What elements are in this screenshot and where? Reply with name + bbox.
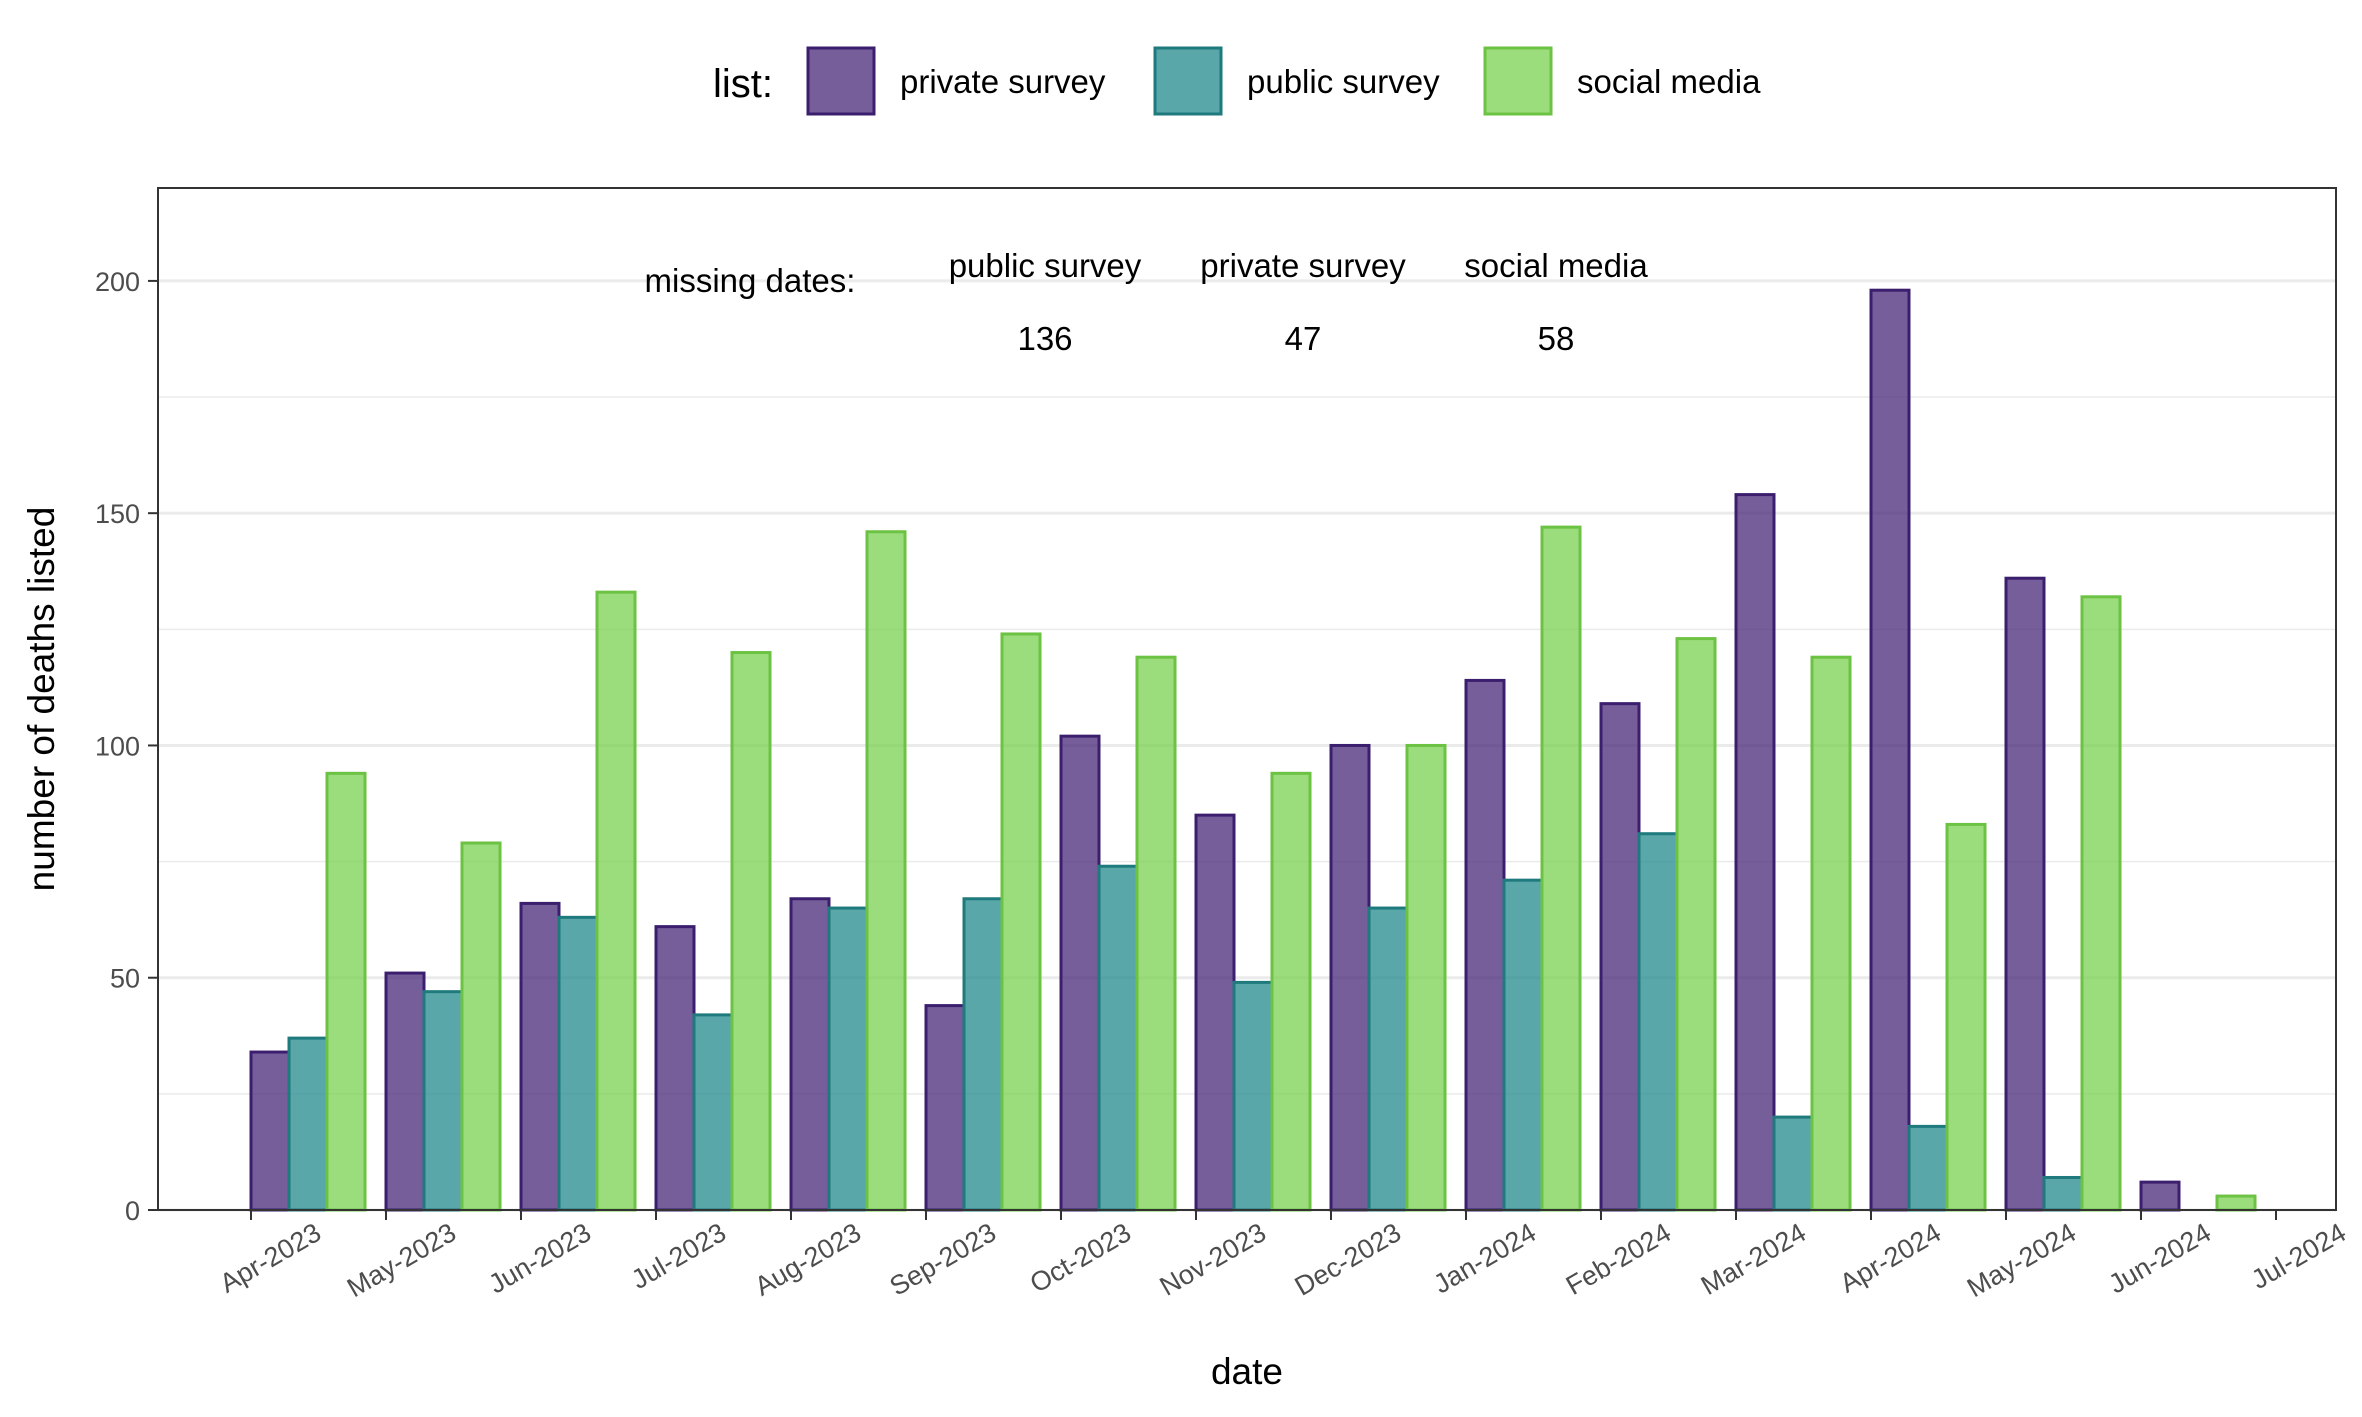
- bar-social-media-May-2023: [460, 841, 502, 1212]
- panel-border: [157, 187, 2337, 1211]
- bar-private-survey-Jan-2024: [1464, 678, 1506, 1212]
- bar-private-survey-Jun-2024: [2139, 1180, 2181, 1212]
- y-tick-label: 0: [125, 1196, 140, 1226]
- bar-social-media-Dec-2023: [1405, 743, 1447, 1212]
- bar-public-survey-May-2023: [422, 990, 464, 1212]
- bar-public-survey-Aug-2023: [827, 906, 869, 1212]
- bar-private-survey-Feb-2024: [1599, 702, 1641, 1212]
- bar-social-media-Nov-2023: [1270, 771, 1312, 1212]
- x-axis-title: date: [1211, 1351, 1283, 1392]
- bar-public-survey-Oct-2023: [1097, 864, 1139, 1212]
- missing-dates-label: missing dates:: [645, 262, 856, 299]
- legend-swatch-public-survey: [1153, 46, 1223, 116]
- legend-swatch-social-media: [1483, 46, 1553, 116]
- bar-public-survey-Mar-2024: [1772, 1115, 1814, 1212]
- bar-public-survey-Nov-2023: [1232, 980, 1274, 1212]
- legend-label-public-survey: public survey: [1247, 63, 1440, 100]
- bar-public-survey-Jan-2024: [1502, 878, 1544, 1212]
- missing-public-survey-name: public survey: [949, 247, 1142, 284]
- bar-public-survey-Dec-2023: [1367, 906, 1409, 1212]
- legend: list: private survey public survey socia…: [713, 46, 1761, 116]
- legend-label-social-media: social media: [1577, 63, 1761, 100]
- bar-private-survey-Sep-2023: [924, 1004, 966, 1212]
- missing-social-media-name: social media: [1464, 247, 1648, 284]
- y-tick-label: 100: [95, 731, 140, 761]
- bar-private-survey-Apr-2023: [249, 1050, 291, 1212]
- legend-item-social-media: social media: [1483, 46, 1761, 116]
- bar-private-survey-Dec-2023: [1329, 743, 1371, 1212]
- bar-social-media-Apr-2024: [1945, 822, 1987, 1212]
- missing-private-survey-value: 47: [1285, 320, 1322, 357]
- legend-title: list:: [713, 62, 773, 106]
- bar-private-survey-Oct-2023: [1059, 734, 1101, 1212]
- y-tick-label: 50: [110, 964, 140, 994]
- bar-private-survey-Jul-2023: [654, 925, 696, 1212]
- bar-public-survey-Sep-2023: [962, 897, 1004, 1212]
- bar-public-survey-Jul-2023: [692, 1013, 734, 1212]
- bar-private-survey-May-2023: [384, 971, 426, 1212]
- legend-label-private-survey: private survey: [900, 63, 1106, 100]
- bar-social-media-Jun-2023: [595, 590, 637, 1212]
- bar-private-survey-Mar-2024: [1734, 493, 1776, 1212]
- bar-social-media-Mar-2024: [1810, 655, 1852, 1212]
- bar-private-survey-Jun-2023: [519, 901, 561, 1212]
- legend-item-private-survey: private survey: [806, 46, 1106, 116]
- bar-social-media-Jan-2024: [1540, 525, 1582, 1212]
- bar-social-media-Sep-2023: [1000, 632, 1042, 1212]
- bar-social-media-Jun-2024: [2215, 1194, 2257, 1212]
- y-axis-title: number of deaths listed: [21, 507, 62, 892]
- y-tick-label: 150: [95, 499, 140, 529]
- missing-private-survey-name: private survey: [1200, 247, 1406, 284]
- bar-social-media-May-2024: [2080, 595, 2122, 1212]
- bar-social-media-Feb-2024: [1675, 637, 1717, 1212]
- missing-dates-annotation: missing dates: public survey 136 private…: [645, 247, 1649, 357]
- y-tick-label: 200: [95, 267, 140, 297]
- bar-public-survey-May-2024: [2042, 1175, 2084, 1212]
- bar-private-survey-Apr-2024: [1869, 288, 1911, 1212]
- y-axis: 0 50 100 150 200: [95, 267, 158, 1226]
- missing-social-media-value: 58: [1538, 320, 1575, 357]
- bar-public-survey-Jun-2023: [557, 915, 599, 1212]
- bar-public-survey-Feb-2024: [1637, 832, 1679, 1212]
- legend-item-public-survey: public survey: [1153, 46, 1440, 116]
- bar-private-survey-Nov-2023: [1194, 813, 1236, 1212]
- plot-panel: [157, 187, 2337, 1212]
- bar-social-media-Apr-2023: [325, 771, 367, 1212]
- bar-social-media-Oct-2023: [1135, 655, 1177, 1212]
- legend-swatch-private-survey: [806, 46, 876, 116]
- bar-social-media-Aug-2023: [865, 530, 907, 1212]
- bar-public-survey-Apr-2023: [287, 1036, 329, 1212]
- bar-social-media-Jul-2023: [730, 651, 772, 1212]
- missing-public-survey-value: 136: [1017, 320, 1072, 357]
- bar-public-survey-Apr-2024: [1907, 1124, 1949, 1212]
- bar-private-survey-Aug-2023: [789, 897, 831, 1212]
- bar-private-survey-May-2024: [2004, 576, 2046, 1212]
